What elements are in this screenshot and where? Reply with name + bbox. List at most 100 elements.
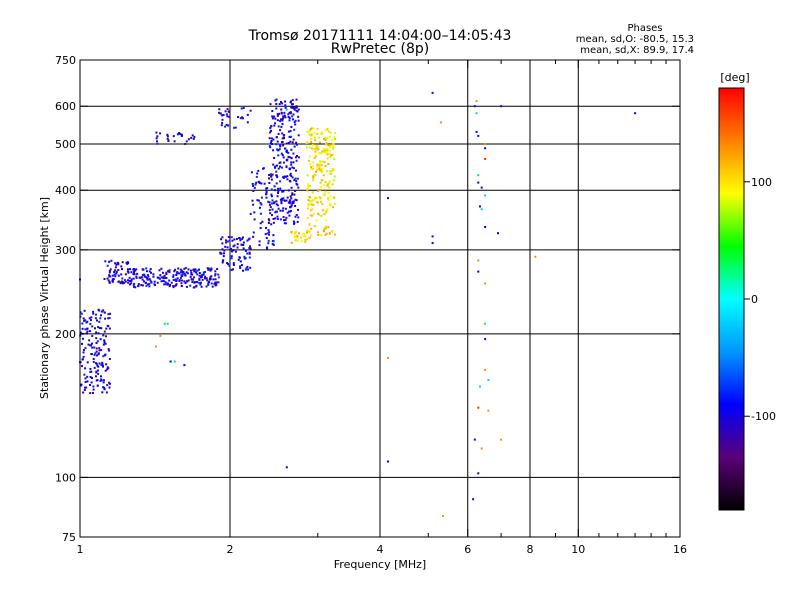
data-point	[247, 268, 249, 271]
data-point	[106, 277, 109, 280]
data-point	[294, 177, 297, 180]
data-point	[84, 319, 87, 322]
x-tick-label: 2	[227, 543, 234, 556]
data-point	[192, 286, 195, 289]
data-point	[325, 143, 327, 146]
data-point	[211, 285, 214, 288]
data-point	[327, 186, 330, 189]
data-point	[258, 240, 261, 243]
data-point	[141, 268, 144, 271]
data-point	[441, 515, 444, 517]
data-point	[294, 106, 297, 109]
data-point	[96, 369, 99, 372]
data-point	[326, 128, 329, 131]
data-point	[282, 207, 285, 210]
data-point	[322, 184, 325, 187]
data-point	[115, 270, 118, 273]
data-point	[290, 126, 293, 128]
data-point	[480, 208, 483, 211]
data-point	[285, 151, 288, 154]
data-point	[190, 136, 193, 139]
colorbar-ticks: 100 0 -100	[744, 176, 776, 423]
data-point	[288, 214, 291, 217]
data-point	[96, 364, 99, 367]
data-point	[311, 165, 314, 168]
data-point	[320, 164, 323, 167]
data-point	[279, 180, 282, 183]
data-point	[288, 210, 290, 213]
data-point	[295, 159, 298, 162]
data-point	[146, 270, 148, 273]
data-point	[271, 143, 273, 145]
data-point	[226, 115, 229, 118]
data-point	[328, 146, 331, 149]
data-point	[100, 379, 103, 382]
data-point	[253, 218, 256, 221]
data-point	[112, 278, 115, 281]
data-point	[275, 103, 278, 105]
data-point	[120, 273, 123, 276]
data-point	[484, 322, 487, 325]
data-point	[89, 344, 92, 347]
data-point	[316, 146, 319, 149]
data-point	[261, 220, 264, 223]
data-point	[270, 175, 273, 178]
data-point	[166, 137, 169, 140]
data-point	[328, 231, 331, 234]
data-point	[228, 115, 231, 118]
data-point	[287, 130, 290, 133]
data-point	[287, 116, 290, 118]
data-point	[272, 163, 275, 166]
data-point	[174, 268, 177, 271]
data-point	[84, 386, 86, 389]
data-point	[310, 166, 312, 169]
data-point	[206, 279, 209, 282]
data-point	[92, 388, 95, 391]
data-point	[230, 268, 233, 271]
data-point	[324, 138, 327, 141]
data-point	[91, 346, 94, 349]
data-point	[290, 106, 293, 109]
data-point	[154, 345, 157, 348]
data-point	[84, 367, 87, 370]
data-point	[268, 145, 271, 148]
data-point	[311, 168, 314, 170]
data-point	[180, 271, 183, 274]
data-point	[175, 274, 178, 276]
data-point	[268, 137, 271, 140]
data-point	[90, 316, 93, 319]
data-point	[204, 275, 207, 278]
data-point	[194, 268, 197, 271]
data-point	[329, 172, 332, 175]
data-point	[473, 105, 476, 108]
data-point	[158, 269, 161, 272]
data-point	[149, 279, 152, 282]
data-point	[265, 196, 268, 199]
data-point	[295, 143, 298, 146]
data-point	[289, 195, 292, 198]
data-point	[327, 191, 330, 194]
data-point	[279, 209, 282, 212]
data-point	[101, 361, 104, 364]
data-point	[179, 268, 182, 271]
data-point	[310, 227, 313, 230]
data-point	[192, 137, 195, 140]
data-point	[232, 249, 235, 252]
data-point	[289, 135, 292, 138]
data-point	[311, 208, 314, 211]
data-point	[97, 372, 100, 375]
data-point	[233, 238, 236, 241]
data-point	[232, 264, 235, 266]
data-point	[95, 331, 98, 334]
data-point	[308, 223, 311, 226]
data-point	[310, 147, 313, 150]
data-point	[90, 370, 93, 373]
data-point	[270, 202, 273, 205]
data-point	[195, 285, 198, 288]
data-point	[288, 135, 291, 138]
data-point	[266, 246, 268, 249]
data-point	[121, 277, 124, 280]
data-point	[331, 167, 334, 170]
data-point	[262, 167, 265, 170]
data-point	[309, 139, 312, 142]
